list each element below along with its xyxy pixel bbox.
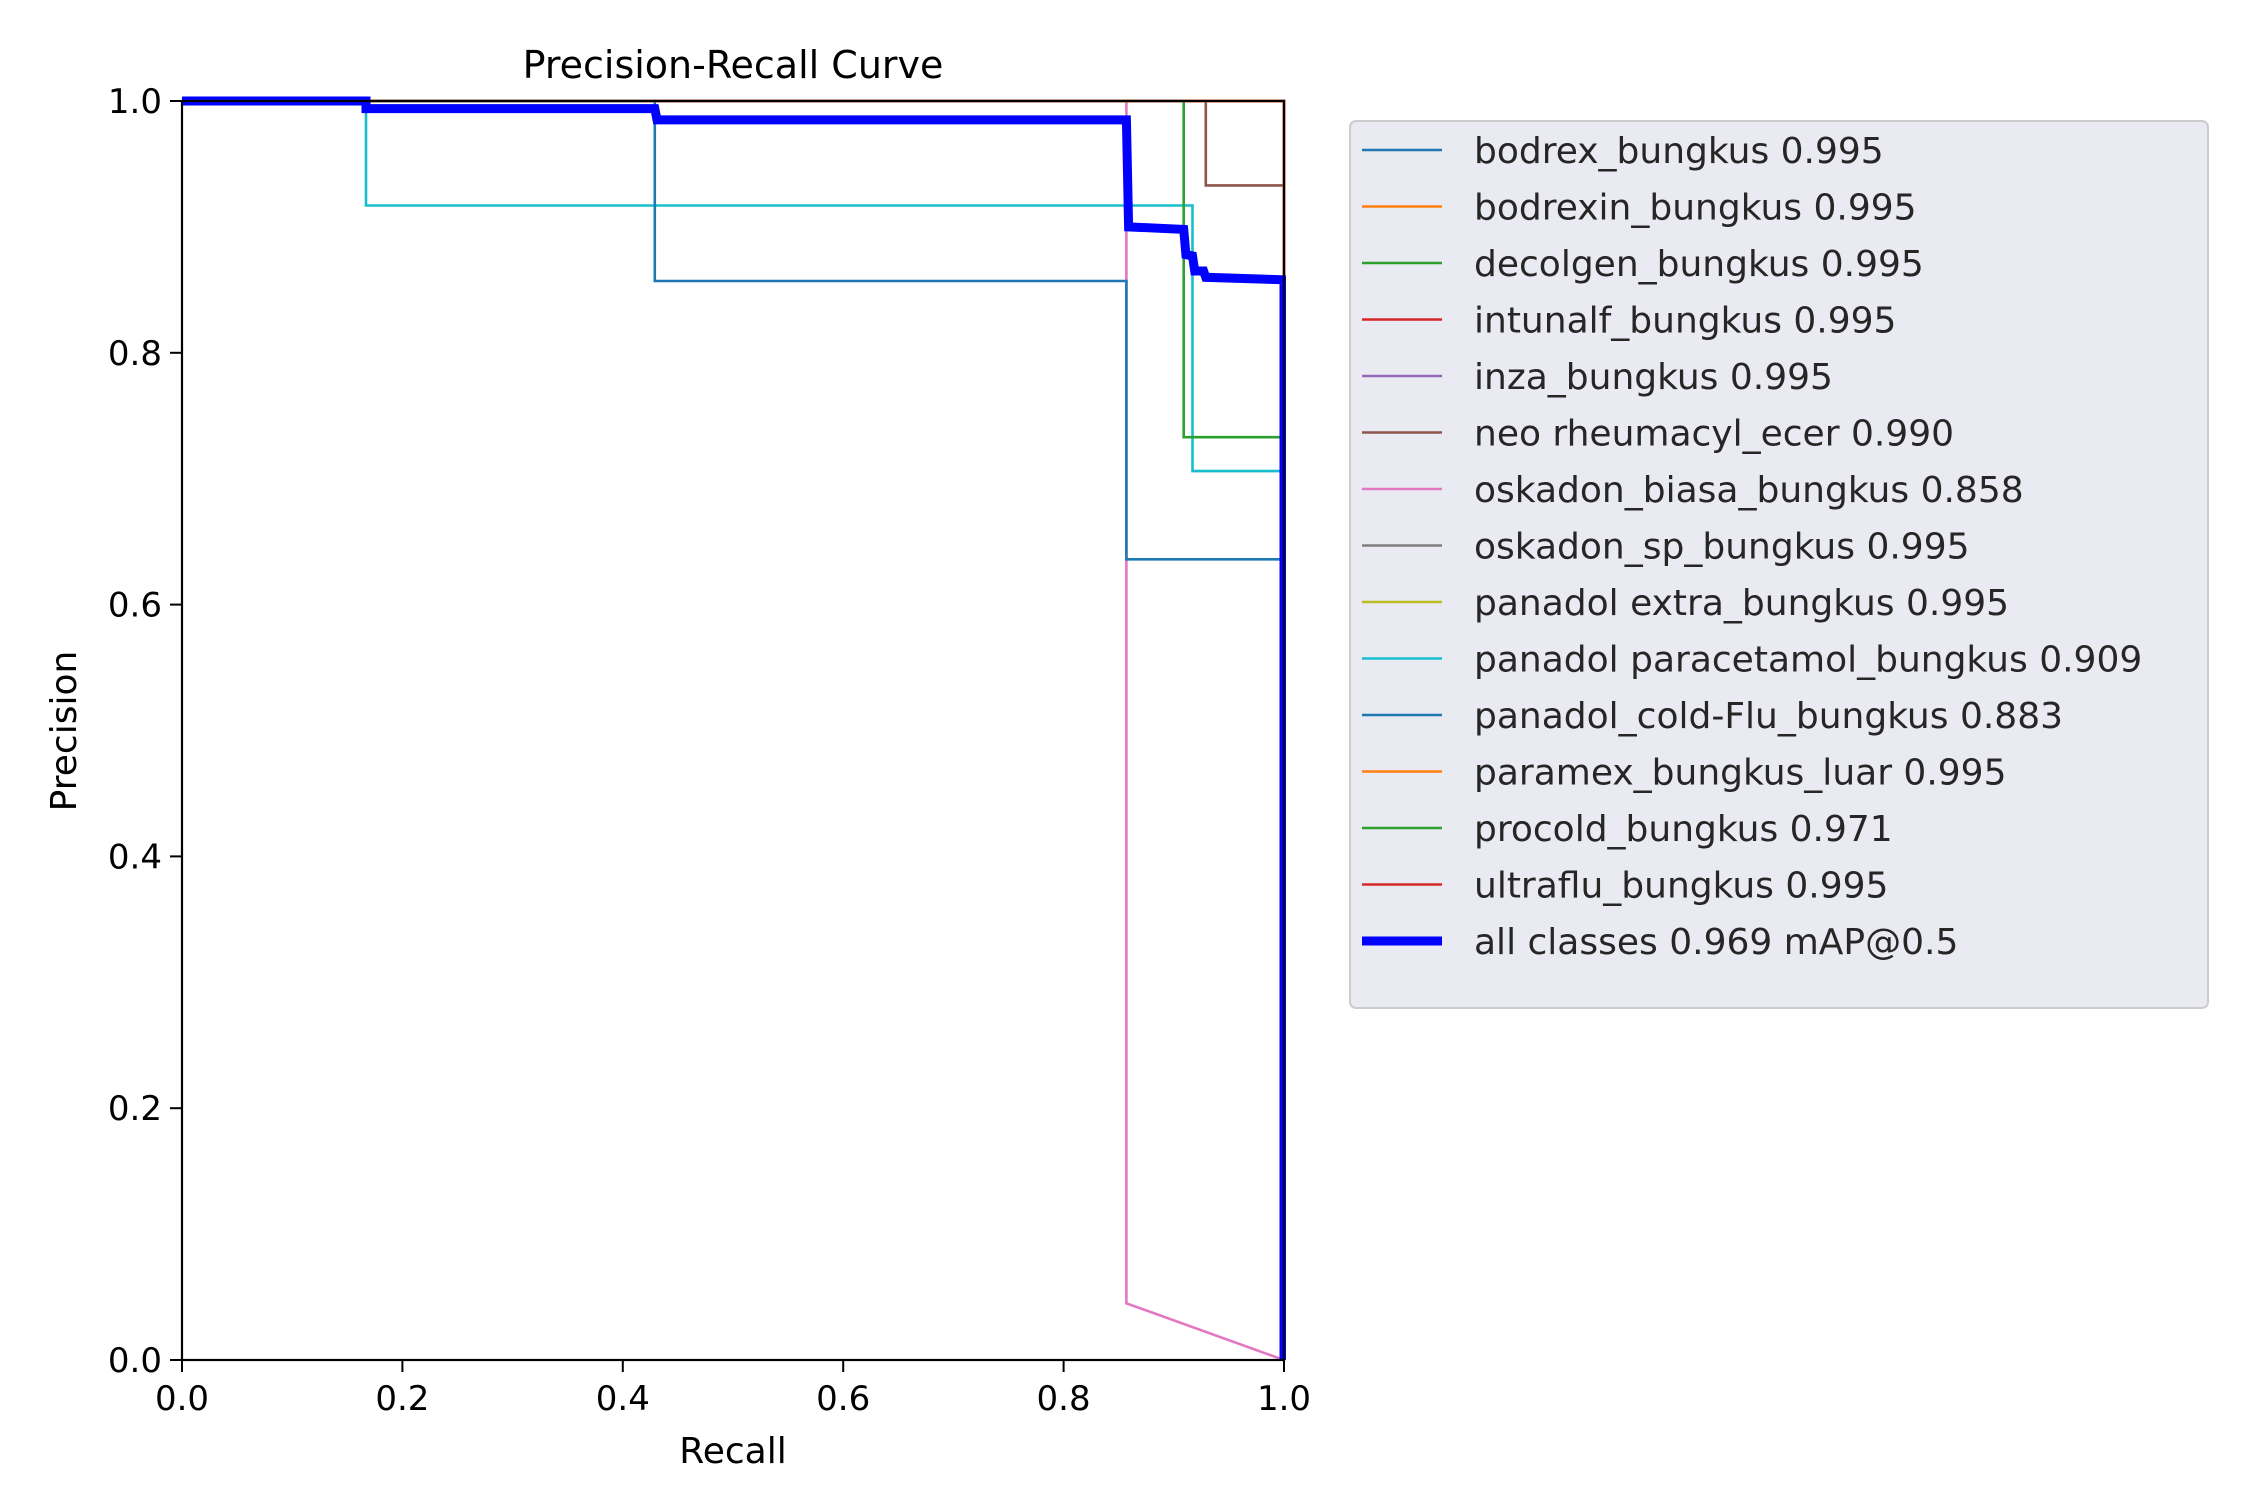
series-line-7 <box>182 99 1285 1362</box>
x-tick-label: 0.8 <box>1037 1379 1091 1419</box>
series-line-10 <box>182 99 1286 1360</box>
series-line-13 <box>182 99 1286 1360</box>
legend-entry-label: all classes 0.969 mAP@0.5 <box>1474 922 1958 963</box>
series-line-3 <box>182 99 1286 1360</box>
legend: bodrex_bungkus 0.995 bodrexin_bungkus 0.9… <box>1349 120 2209 1009</box>
series-line-4 <box>182 99 1286 1360</box>
y-tick-label: 0.8 <box>108 334 162 374</box>
plot-frame <box>180 99 1286 1362</box>
series-line-1 <box>182 99 1286 1360</box>
series-line-14 <box>182 99 1286 1360</box>
x-tick-label: 0.4 <box>596 1379 650 1419</box>
series-line-8 <box>182 99 1286 1360</box>
legend-entry-label: procold_bungkus 0.971 <box>1474 809 1893 850</box>
legend-box <box>1349 120 2209 1009</box>
series-line-12 <box>182 99 1286 1360</box>
legend-entry-label: panadol_cold-Flu_bungkus 0.883 <box>1474 696 2063 737</box>
x-axis-label: Recall <box>679 1431 786 1472</box>
x-tick-label: 0.6 <box>816 1379 870 1419</box>
chart-title: Precision-Recall Curve <box>523 43 944 87</box>
series-line-9 <box>182 99 1286 1360</box>
legend-entry-label: inza_bungkus 0.995 <box>1474 357 1833 398</box>
y-axis-label: Precision <box>44 651 85 812</box>
legend-entry-label: neo rheumacyl_ecer 0.990 <box>1474 414 1954 455</box>
legend-entry-label: decolgen_bungkus 0.995 <box>1474 244 1924 285</box>
legend-entry-label: ultraflu_bungkus 0.995 <box>1474 866 1888 907</box>
y-tick-label: 1.0 <box>108 82 162 122</box>
plot-area <box>182 96 1286 1362</box>
legend-entry-label: oskadon_biasa_bungkus 0.858 <box>1474 470 2024 511</box>
series-line-15 <box>182 96 1286 1360</box>
legend-entry-label: paramex_bungkus_luar 0.995 <box>1474 753 2007 794</box>
series-line-2 <box>182 99 1286 1360</box>
x-tick-label: 0.0 <box>155 1379 209 1419</box>
legend-entry-label: bodrex_bungkus 0.995 <box>1474 131 1884 172</box>
axis-ticks: 0.0 0.2 0.4 0.6 0.8 1.0 0.0 0.2 0.4 0.6 0.8 1.0 <box>108 82 1311 1419</box>
series-line-5 <box>182 99 1286 1360</box>
legend-entry-label: oskadon_sp_bungkus 0.995 <box>1474 527 1970 568</box>
y-tick-label: 0.4 <box>108 837 162 877</box>
legend-entry-label: intunalf_bungkus 0.995 <box>1474 301 1896 342</box>
legend-entry-label: bodrexin_bungkus 0.995 <box>1474 188 1917 229</box>
y-tick-label: 0.0 <box>108 1341 162 1381</box>
legend-entry-label: panadol paracetamol_bungkus 0.909 <box>1474 640 2142 681</box>
x-tick-label: 0.2 <box>375 1379 429 1419</box>
x-tick-label: 1.0 <box>1257 1379 1311 1419</box>
y-tick-label: 0.6 <box>108 586 162 626</box>
series-line-6 <box>182 99 1286 1360</box>
legend-entry-label: panadol extra_bungkus 0.995 <box>1474 583 2009 624</box>
y-tick-label: 0.2 <box>108 1089 162 1129</box>
series-line-11 <box>182 99 1286 1360</box>
